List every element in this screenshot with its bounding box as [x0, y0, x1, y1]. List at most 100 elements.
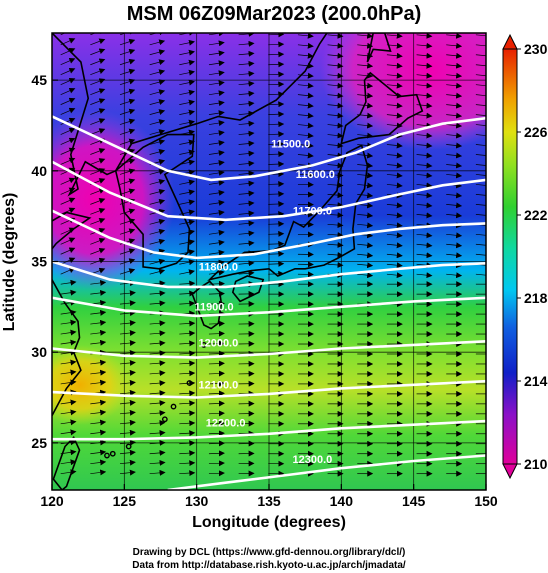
contour-label: 11900.0	[194, 301, 233, 313]
wind-vector	[416, 52, 433, 59]
wind-vector	[90, 409, 107, 416]
wind-vector	[119, 409, 136, 416]
wind-vector	[119, 369, 136, 376]
footer-credit-dcl: Drawing by DCL (https://www.gfd-dennou.o…	[133, 547, 406, 558]
wind-vector	[208, 249, 225, 256]
wind-vector	[149, 360, 166, 367]
contour-label: 12100.0	[198, 379, 238, 391]
wind-vector	[90, 68, 106, 76]
wind-vector	[90, 208, 106, 215]
wind-vector	[208, 150, 225, 156]
wind-vector	[60, 459, 77, 466]
wind-vector	[238, 80, 255, 87]
wind-vector	[119, 88, 136, 95]
wind-vector	[208, 199, 225, 206]
wind-vector	[238, 120, 255, 127]
wind-vector	[179, 229, 195, 236]
wind-vector	[297, 42, 314, 49]
wind-vector	[208, 360, 225, 367]
wind-vector	[90, 449, 107, 456]
wind-vector	[327, 42, 344, 49]
wind-vector	[268, 141, 285, 148]
wind-vector	[149, 89, 166, 96]
height-contours: 11500.0 11600.0 11700.0 11800.0 11900.0 12000…	[52, 115, 486, 490]
wind-vector	[179, 470, 196, 477]
contour-label: 11600.0	[296, 169, 335, 181]
wind-vector	[149, 410, 166, 417]
wind-vector	[327, 172, 344, 179]
wind-vector	[60, 319, 77, 326]
wind-vector	[149, 99, 166, 105]
wind-vector	[149, 198, 166, 205]
wind-vector	[446, 142, 463, 149]
wind-vector	[208, 400, 225, 407]
colorbar-max-triangle	[502, 33, 518, 50]
height-contour	[52, 260, 486, 289]
wind-vector	[119, 108, 136, 115]
wind-vector	[119, 228, 136, 235]
wind-vector	[208, 130, 225, 137]
height-contour	[167, 454, 486, 490]
wind-vector	[475, 132, 486, 139]
wind-vector	[90, 198, 106, 205]
wind-vector	[416, 202, 433, 209]
wind-vector	[357, 42, 374, 49]
wind-vector	[238, 60, 255, 67]
contour-label: 11800.0	[199, 262, 238, 274]
wind-vector	[208, 470, 225, 477]
map-title: MSM 06Z09Mar2023 (200.0hPa)	[127, 3, 422, 25]
wind-vector	[446, 162, 463, 169]
wind-vector	[179, 119, 195, 126]
wind-vector	[60, 469, 77, 476]
wind-vector	[90, 309, 107, 316]
wind-vector	[386, 82, 403, 89]
wind-vector	[416, 252, 433, 259]
wind-vector	[119, 340, 136, 346]
cold-core-west	[52, 110, 175, 290]
wind-vector	[208, 189, 225, 196]
wind-vector	[268, 121, 285, 128]
wind-vector	[446, 152, 463, 159]
wind-vector	[416, 102, 433, 109]
wind-vector	[327, 162, 344, 169]
island	[186, 380, 193, 386]
wind-vector	[238, 40, 255, 47]
wind-vector	[268, 220, 285, 227]
wind-vector	[90, 58, 106, 66]
wind-vector	[475, 152, 486, 159]
wind-vector	[179, 390, 196, 397]
coastline	[340, 71, 424, 145]
wind-vectors	[60, 33, 486, 477]
wind-vector	[179, 460, 196, 467]
wind-vector	[179, 360, 196, 367]
wind-vector	[268, 151, 285, 158]
wind-vector	[60, 207, 76, 215]
height-contour	[52, 379, 486, 399]
wind-vector	[357, 33, 374, 39]
wind-vector	[90, 237, 106, 245]
wind-vector	[149, 400, 166, 407]
wind-vector	[179, 350, 196, 357]
wind-vector	[179, 199, 195, 206]
wind-vector	[119, 399, 136, 406]
wind-vector	[297, 132, 314, 139]
wind-vector	[119, 268, 136, 275]
wind-vector	[119, 449, 136, 456]
wind-vector	[60, 33, 76, 36]
colorbar-tick-label: 210	[524, 456, 548, 472]
wind-vector	[90, 329, 107, 336]
wind-vector	[238, 200, 255, 207]
colorbar: 210 214 218 222 226 230	[502, 33, 548, 480]
wind-vector	[179, 239, 195, 246]
wind-vector	[208, 259, 225, 266]
wind-vector	[268, 61, 285, 68]
wind-vector	[149, 429, 166, 436]
y-axis-ticks: 25 30 35 40 45	[31, 72, 58, 451]
wind-vector	[149, 350, 166, 357]
wind-vector	[90, 128, 106, 135]
wind-vector	[475, 62, 486, 69]
wind-vector	[446, 102, 463, 109]
wind-vector	[416, 242, 433, 249]
wind-vector	[475, 192, 486, 199]
wind-vector	[297, 152, 314, 159]
